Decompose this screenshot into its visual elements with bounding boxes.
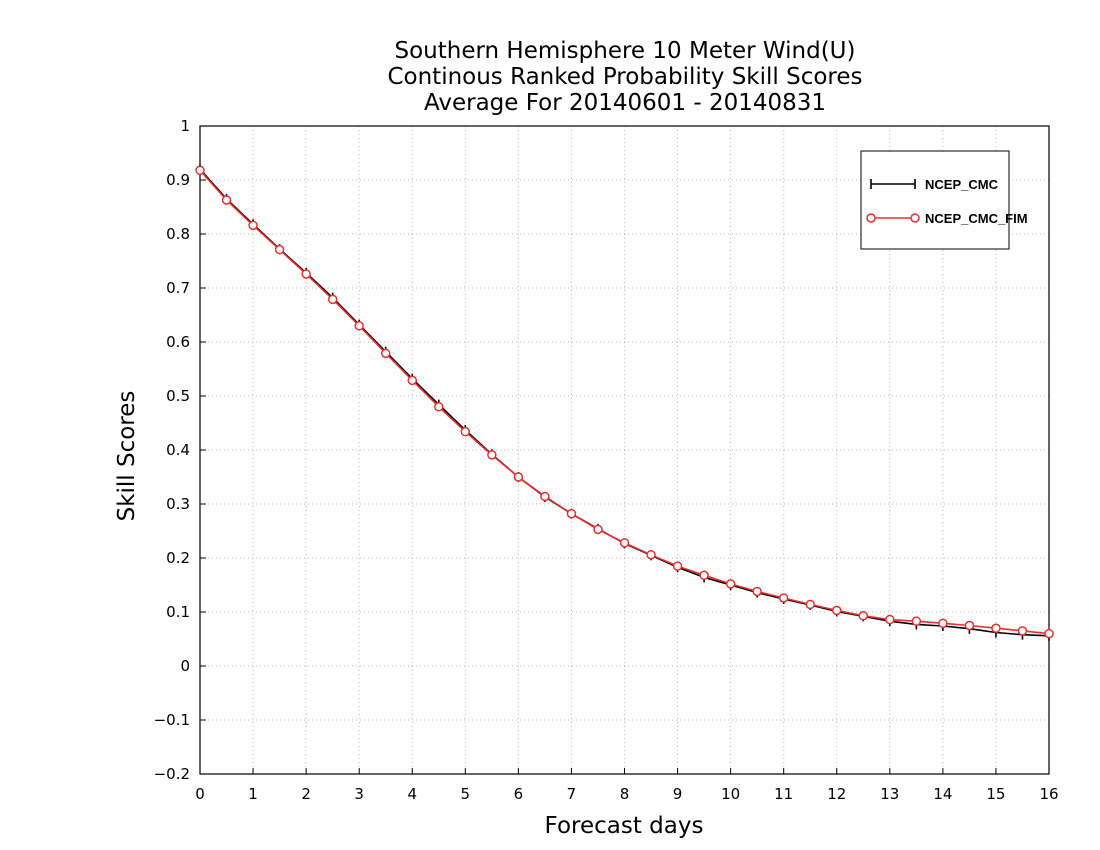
axis-ticks: 0 1 2 3 4 5 6 7 8 9 10 11 12 13 14 15 16−0.2−0.100.10.20…	[154, 117, 1059, 803]
data-point-ncep-cmc-fim	[991, 623, 1001, 633]
x-tick-label: 12	[827, 785, 846, 803]
chart-title-line-3: Average For 20140601 - 20140831	[424, 90, 826, 116]
data-point-ncep-cmc-fim	[248, 220, 258, 231]
data-point-ncep-cmc-fim	[221, 195, 232, 205]
y-tick-label: 0.8	[166, 225, 190, 243]
series-layer	[195, 164, 1054, 641]
x-tick-label: 15	[986, 785, 1005, 803]
data-point-ncep-cmc-fim	[964, 620, 975, 631]
legend: NCEP_CMC NCEP_CMC_FIM	[860, 150, 1028, 250]
data-point-ncep-cmc-fim	[434, 402, 444, 412]
data-point-ncep-cmc-fim	[699, 570, 709, 581]
data-point-ncep-cmc-fim	[646, 550, 656, 560]
legend-marker-ncep-cmc-fim	[866, 213, 876, 223]
chart-title-line-2: Continous Ranked Probability Skill Score…	[387, 64, 862, 90]
data-point-ncep-cmc-fim	[487, 450, 497, 460]
data-point-ncep-cmc-fim	[195, 165, 205, 176]
x-tick-label: 7	[567, 785, 577, 803]
data-point-ncep-cmc-fim	[885, 614, 895, 625]
legend-label-ncep-cmc-fim: NCEP_CMC_FIM	[925, 211, 1028, 226]
y-tick-label: 0.4	[166, 441, 190, 459]
legend-marker-ncep-cmc	[870, 179, 916, 189]
x-axis-label: Forecast days	[545, 813, 704, 839]
y-tick-label: −0.2	[154, 765, 190, 783]
y-tick-label: 0.1	[166, 603, 190, 621]
data-point-ncep-cmc-fim	[858, 611, 869, 621]
data-point-ncep-cmc-fim	[1044, 628, 1054, 639]
y-tick-label: 0.9	[166, 171, 190, 189]
x-tick-label: 6	[514, 785, 524, 803]
data-point-ncep-cmc-fim	[911, 616, 922, 626]
legend-label-ncep-cmc: NCEP_CMC	[925, 177, 999, 192]
x-tick-label: 10	[721, 785, 740, 803]
y-axis-label: Skill Scores	[114, 391, 140, 522]
y-tick-label: 0.5	[166, 387, 190, 405]
x-tick-label: 3	[354, 785, 364, 803]
data-point-ncep-cmc-fim	[301, 269, 311, 279]
y-tick-label: 0.3	[166, 495, 190, 513]
data-point-ncep-cmc-fim	[380, 348, 391, 359]
grid	[200, 126, 1049, 774]
x-tick-label: 2	[301, 785, 311, 803]
legend-box	[860, 150, 1010, 250]
data-point-ncep-cmc-fim	[327, 294, 338, 305]
x-tick-label: 9	[673, 785, 683, 803]
x-tick-label: 14	[933, 785, 952, 803]
x-tick-label: 0	[195, 785, 205, 803]
legend-marker-ncep-cmc-fim	[910, 213, 920, 223]
data-point-ncep-cmc-fim	[832, 605, 842, 616]
data-point-ncep-cmc-fim	[274, 244, 285, 255]
data-point-ncep-cmc-fim	[619, 538, 630, 548]
y-tick-label: 0.2	[166, 549, 190, 567]
y-tick-label: −0.1	[154, 711, 190, 729]
x-tick-label: 13	[880, 785, 899, 803]
data-point-ncep-cmc-fim	[752, 586, 762, 597]
x-tick-label: 1	[248, 785, 258, 803]
data-point-ncep-cmc-fim	[460, 426, 471, 437]
data-point-ncep-cmc-fim	[593, 524, 603, 535]
x-tick-label: 4	[407, 785, 417, 803]
y-tick-label: 0.6	[166, 333, 190, 351]
data-point-ncep-cmc-fim	[725, 579, 736, 589]
data-point-ncep-cmc-fim	[672, 561, 683, 571]
data-point-ncep-cmc-fim	[566, 508, 577, 519]
data-point-ncep-cmc-fim	[513, 472, 524, 482]
x-tick-label: 11	[774, 785, 793, 803]
data-point-ncep-cmc-fim	[778, 593, 789, 603]
y-tick-label: 0	[180, 657, 190, 675]
data-point-ncep-cmc-fim	[407, 375, 417, 386]
data-point-ncep-cmc-fim	[938, 618, 948, 629]
y-tick-label: 1	[180, 117, 190, 135]
x-tick-label: 8	[620, 785, 630, 803]
data-point-ncep-cmc-fim	[805, 599, 815, 610]
chart-title-line-1: Southern Hemisphere 10 Meter Wind(U)	[395, 38, 856, 64]
data-point-ncep-cmc-fim	[354, 321, 364, 331]
x-tick-label: 5	[461, 785, 471, 803]
data-point-ncep-cmc-fim	[1017, 626, 1028, 636]
x-tick-label: 16	[1039, 785, 1058, 803]
y-tick-label: 0.7	[166, 279, 190, 297]
data-point-ncep-cmc-fim	[540, 491, 550, 502]
